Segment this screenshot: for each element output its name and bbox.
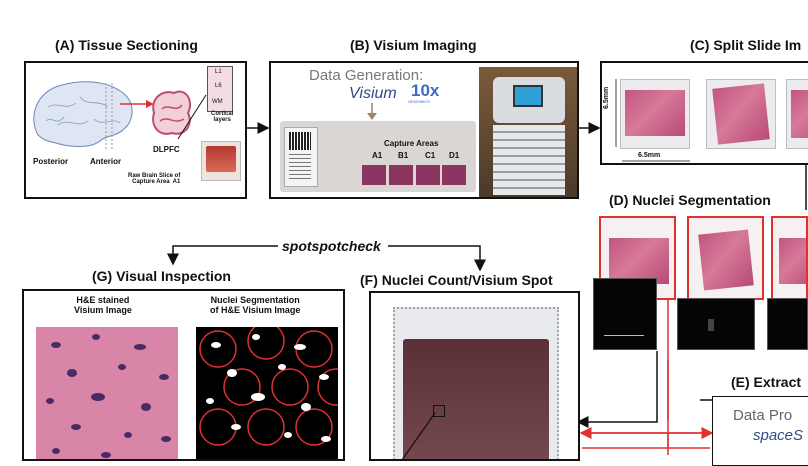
segmentation-spots (199, 322, 343, 446)
area-label-a1: A1 (372, 151, 383, 160)
tissue-section-image (403, 339, 549, 459)
segmentation-mask-1 (593, 278, 657, 350)
panel-c-title: (C) Split Slide Im (690, 37, 802, 53)
panel-b-title: (B) Visium Imaging (350, 37, 477, 53)
panel-c-box: 6.5mm 6.5mm (600, 61, 808, 165)
tenx-logo: 10x (411, 81, 440, 100)
panel-f-box (369, 291, 580, 461)
segmentation-mask-3 (767, 298, 808, 350)
brain-to-section-arrow (120, 100, 154, 108)
dim-horizontal-label: 6.5mm (638, 152, 661, 159)
zoom-pointer (401, 412, 436, 459)
anterior-label: Anterior (90, 157, 122, 166)
layer-label-l6: L6 (215, 83, 222, 89)
genomics-label: GENOMICS (408, 99, 430, 104)
data-generation-label: Data Generation: (309, 67, 424, 84)
split-slide-3 (786, 79, 808, 149)
dim-vertical-label: 6.5mm (603, 86, 610, 109)
segmentation-image-label: Nuclei Segmentation of H&E Visium Image (210, 295, 301, 315)
panel-a-title: (A) Tissue Sectioning (55, 37, 198, 53)
spaces-label: spaceS (753, 427, 804, 444)
panel-d-title: (D) Nuclei Segmentation (609, 192, 771, 208)
capture-area-a1 (362, 165, 386, 185)
capture-area-c1 (416, 165, 440, 185)
dlpfc-section-icon (152, 90, 192, 135)
dimension-arrows (615, 79, 690, 162)
raw-slice-caption: Raw Brain Slice of Capture Area A1 (128, 173, 181, 185)
imaging-machine (479, 67, 577, 197)
he-image-label: H&E stained Visium Image (74, 295, 132, 315)
panel-e-title: (E) Extract (731, 374, 802, 390)
area-label-b1: B1 (398, 151, 409, 160)
spotspotcheck-label: spotspotcheck (282, 238, 381, 254)
split-slide-2 (706, 79, 776, 149)
he-stained-image (36, 327, 178, 459)
segmentation-mask-2 (677, 298, 755, 350)
panel-g-box: H&E stained Visium Image Nuclei Segmenta… (22, 289, 345, 461)
split-slide-1 (620, 79, 690, 149)
layer-label-l1: L1 (215, 69, 222, 75)
dlpfc-label: DLPFC (153, 145, 180, 154)
layers-pointer (177, 94, 207, 140)
layer-label-wm: WM (212, 99, 223, 105)
area-label-d1: D1 (449, 151, 460, 160)
panel-a-box: Posterior Anterior DLPFC L1 L6 WM Cortic… (24, 61, 247, 199)
down-arrow-icon (367, 103, 377, 120)
brain-illustration (33, 81, 133, 151)
selected-spot-marker (433, 405, 445, 417)
panel-b-box: Data Generation: Visium 10x GENOMICS Cap… (269, 61, 579, 199)
visium-logo: Visium (349, 85, 397, 102)
segmentation-slide-2 (687, 216, 764, 300)
segmentation-image (196, 322, 343, 459)
segmentation-slide-3 (771, 216, 808, 300)
panel-g-title: (G) Visual Inspection (92, 268, 231, 284)
raw-slice-image (201, 141, 241, 181)
visium-slide: Capture Areas A1 B1 C1 D1 (280, 121, 476, 192)
capture-area-b1 (389, 165, 413, 185)
area-label-c1: C1 (425, 151, 436, 160)
cortical-layers-diagram: L1 L6 WM (207, 66, 233, 112)
posterior-label: Posterior (33, 157, 69, 166)
capture-areas-label: Capture Areas (384, 139, 439, 148)
barcode-label (284, 127, 318, 187)
data-processing-label: Data Pro (733, 407, 793, 424)
capture-area-d1 (442, 165, 466, 185)
panel-e-box: Data Pro spaceS (712, 396, 808, 466)
panel-f-title: (F) Nuclei Count/Visium Spot (360, 272, 553, 288)
cortical-layers-label: Cortical layers (211, 111, 234, 123)
he-nuclei (46, 334, 171, 458)
